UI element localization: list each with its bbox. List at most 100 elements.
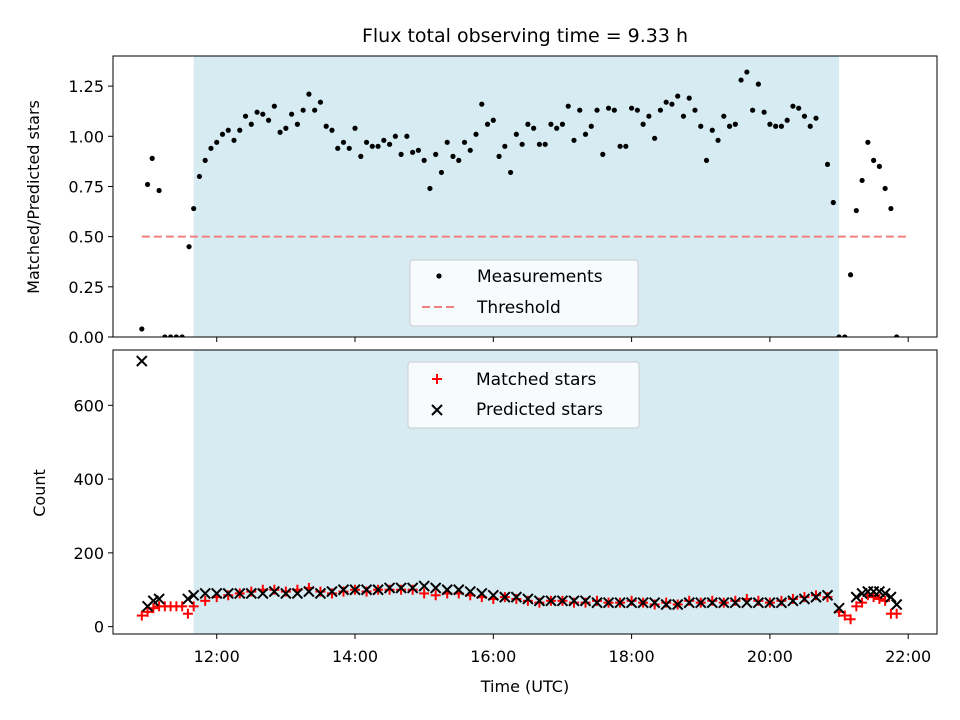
x-stroke — [326, 585, 338, 598]
predicted-star-point — [406, 582, 419, 594]
measurement-point — [191, 205, 197, 212]
measurement-point — [139, 326, 145, 332]
predicted-star-point — [211, 587, 223, 600]
x-stroke — [718, 596, 730, 609]
measurement-point — [507, 169, 514, 176]
measurement-point — [340, 139, 347, 145]
measurement-point — [461, 139, 468, 145]
measurement-point — [346, 145, 352, 151]
measurement-point — [888, 205, 894, 212]
measurement-point — [675, 93, 681, 99]
matched-star-point — [136, 610, 147, 621]
measurement-point — [542, 141, 548, 147]
predicted-star-point — [337, 584, 350, 596]
matched-star-point — [851, 601, 862, 612]
legend-predicted-label: Predicted stars — [476, 400, 603, 420]
measurement-point — [242, 113, 249, 119]
measurement-point — [294, 121, 300, 127]
x-stroke — [372, 584, 384, 596]
legend-measurements-marker — [436, 273, 442, 279]
predicted-star-point — [660, 598, 672, 611]
measurement-point — [594, 107, 600, 113]
predicted-star-point — [625, 596, 638, 609]
measurement-point — [531, 125, 537, 131]
predicted-star-point — [648, 596, 661, 609]
measurement-point — [231, 137, 237, 143]
measurement-point — [646, 113, 652, 119]
x-stroke — [798, 593, 811, 605]
predicted-star-point — [441, 584, 453, 596]
measurement-point — [663, 99, 669, 105]
measurement-point — [438, 169, 445, 176]
x-stroke — [602, 596, 615, 609]
matched-star-point — [200, 595, 211, 606]
ratio-x-ticks — [216, 337, 909, 342]
predicted-star-point — [879, 587, 891, 600]
measurement-point — [859, 177, 865, 184]
measurement-point — [237, 127, 243, 133]
x-stroke — [660, 598, 672, 611]
measurement-point — [755, 81, 761, 87]
measurement-point — [686, 95, 692, 101]
count-plot-frame — [112, 349, 938, 635]
matched-star-point — [223, 590, 234, 601]
measurement-point — [404, 133, 410, 139]
x-stroke — [395, 582, 407, 594]
measurement-point — [433, 151, 439, 157]
x-stroke — [522, 593, 534, 605]
x-stroke — [706, 596, 718, 609]
legend-matched-label: Matched stars — [476, 370, 596, 390]
measurement-point — [571, 137, 577, 143]
measurement-point — [692, 107, 698, 113]
measurement-point — [652, 135, 658, 141]
matched-star-point — [799, 592, 810, 603]
matched-star-point — [384, 584, 395, 595]
measurement-point — [271, 103, 277, 109]
matched-star-point — [522, 595, 533, 606]
predicted-star-point — [291, 587, 304, 600]
predicted-star-point — [360, 584, 373, 596]
measurement-point — [698, 123, 704, 129]
measurement-point — [300, 107, 306, 113]
predicted-star-point — [268, 585, 281, 598]
measurement-point — [750, 107, 756, 113]
predicted-star-point — [187, 589, 200, 601]
predicted-star-point — [245, 587, 258, 600]
x-stroke — [741, 596, 753, 609]
measurement-point — [669, 101, 675, 107]
x-stroke — [850, 591, 863, 603]
measurement-point — [219, 131, 226, 137]
legend-measurements-label: Measurements — [477, 267, 603, 287]
measurement-point — [168, 334, 174, 337]
measurement-point — [283, 125, 289, 131]
ratio-legend: Measurements Threshold — [409, 259, 639, 327]
count-legend-box — [407, 361, 640, 429]
x-stroke — [510, 591, 523, 603]
x-stroke — [383, 582, 396, 594]
measurement-point — [358, 153, 364, 159]
predicted-star-point — [741, 596, 753, 609]
measurement-point — [479, 101, 485, 107]
predicted-star-point — [182, 593, 194, 605]
predicted-star-point — [383, 582, 396, 594]
predicted-star-point — [453, 584, 465, 596]
matched-star-point — [511, 593, 522, 604]
legend-threshold-label: Threshold — [476, 298, 561, 318]
measurement-point — [813, 115, 819, 121]
predicted-star-point — [349, 584, 361, 596]
count-legend: Matched stars Predicted stars — [407, 361, 640, 429]
measurement-point — [381, 137, 387, 143]
measurement-point — [847, 272, 854, 278]
measurement-point — [277, 129, 283, 135]
predicted-star-point — [326, 585, 338, 598]
predicted-star-point — [464, 585, 476, 598]
x-stroke — [136, 355, 148, 367]
predicted-star-point — [395, 582, 407, 594]
y-tick-label: 200 — [73, 544, 104, 563]
measurement-point — [265, 117, 272, 123]
measurement-point — [421, 157, 427, 163]
predicted-star-point — [810, 591, 822, 603]
measurement-point — [502, 143, 508, 149]
measurement-point — [715, 137, 721, 143]
x-stroke — [890, 598, 903, 611]
